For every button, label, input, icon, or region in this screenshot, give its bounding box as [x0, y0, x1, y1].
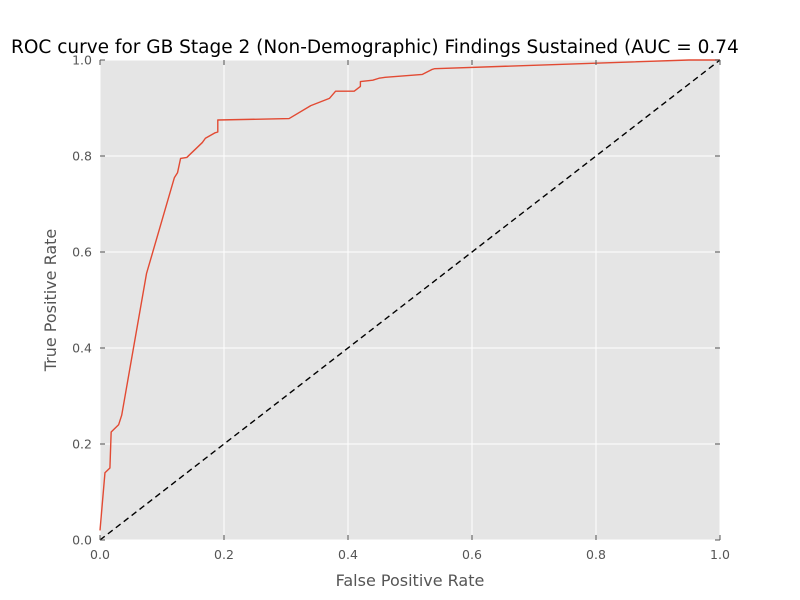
- y-tick-label: 1.0: [72, 53, 92, 68]
- y-tick-label: 0.6: [72, 245, 92, 260]
- roc-curve-line: [99, 59, 720, 531]
- chart-title: ROC curve for GB Stage 2 (Non-Demographi…: [11, 37, 739, 58]
- x-tick-label: 0.6: [462, 547, 482, 562]
- x-tick-label: 1.0: [710, 547, 730, 562]
- x-axis-label: False Positive Rate: [336, 571, 485, 590]
- x-tick-label: 0.8: [586, 547, 606, 562]
- diagonal-reference-line: [99, 59, 721, 541]
- y-tick-label: 0.2: [72, 437, 92, 452]
- x-tick-label: 0.2: [214, 547, 234, 562]
- y-tick-label: 0.4: [72, 341, 92, 356]
- axis-ticks: 0.0 0.2 0.4 0.6 0.8 1.0 0.0 0.2 0.4 0.6 0.8 1.0: [72, 53, 730, 563]
- x-tick-label: 0.0: [90, 547, 110, 562]
- grid-lines: [99, 59, 721, 541]
- series-lines: [99, 59, 721, 541]
- y-tick-label: 0.8: [72, 149, 92, 164]
- y-axis-label: True Positive Rate: [41, 229, 60, 373]
- x-tick-label: 0.4: [338, 547, 358, 562]
- y-tick-label: 0.0: [72, 533, 92, 548]
